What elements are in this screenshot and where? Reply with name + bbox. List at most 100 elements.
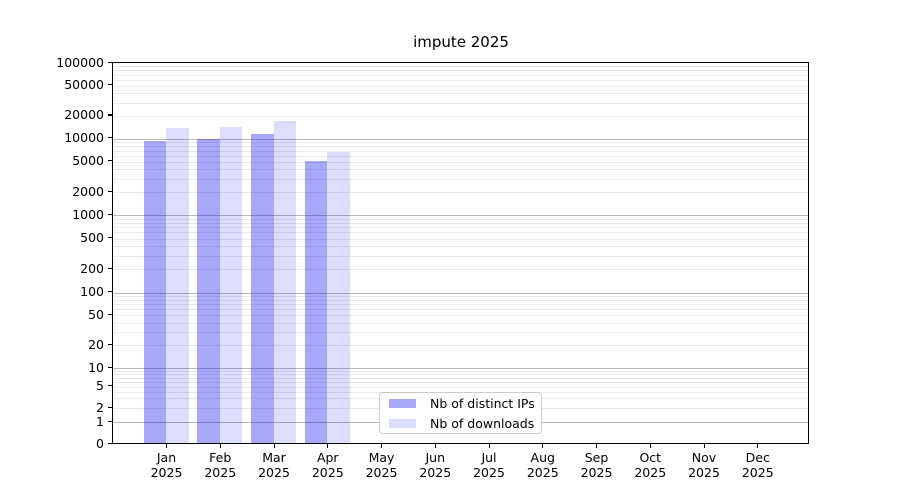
minor-gridline (113, 85, 808, 87)
x-tick-year: 2025 (365, 464, 398, 480)
x-tick-label: Jan 2025 (135, 450, 199, 480)
y-tick-mark (107, 137, 112, 139)
minor-gridline (113, 304, 808, 306)
legend-item-downloads: Nb of downloads (389, 415, 535, 431)
minor-gridline (113, 155, 808, 157)
minor-gridline (113, 218, 808, 220)
minor-gridline (113, 102, 808, 104)
minor-gridline (113, 93, 808, 95)
minor-gridline (113, 315, 808, 317)
bar-downloads-mar (273, 121, 296, 444)
legend-label-distinct-ips: Nb of distinct IPs (430, 395, 535, 411)
minor-gridline (113, 227, 808, 229)
x-tick-month: Nov (691, 449, 717, 465)
x-tick-mark (381, 443, 383, 448)
y-tick-label: 100000 (56, 54, 104, 70)
x-tick-month: Aug (530, 449, 555, 465)
minor-gridline (113, 169, 808, 171)
y-tick-mark (107, 213, 112, 215)
y-tick-label: 5000 (72, 153, 104, 169)
bar-distinct-ips-feb (197, 138, 220, 444)
x-tick-year: 2025 (526, 464, 559, 480)
minor-gridline (113, 299, 808, 301)
minor-gridline (113, 146, 808, 148)
x-tick-month: Oct (639, 449, 662, 465)
x-tick-month: Jan (156, 449, 177, 465)
x-tick-year: 2025 (634, 464, 667, 480)
x-tick-month: May (368, 449, 395, 465)
minor-gridline (113, 381, 808, 383)
legend-swatch-distinct-ips (389, 398, 416, 408)
x-tick-label: Sep 2025 (565, 450, 629, 480)
minor-gridline (113, 309, 808, 311)
bar-downloads-apr (327, 151, 350, 444)
x-tick-mark (219, 443, 221, 448)
x-tick-mark (166, 443, 168, 448)
x-tick-year: 2025 (580, 464, 613, 480)
y-tick-label: 1000 (72, 206, 104, 222)
y-tick-mark (107, 291, 112, 293)
y-tick-label: 0 (96, 436, 104, 451)
y-tick-mark (107, 420, 112, 422)
bar-distinct-ips-jan (143, 141, 166, 444)
y-tick-label: 1 (96, 413, 104, 429)
x-tick-label: Jul 2025 (457, 450, 521, 480)
bar-downloads-jan (166, 127, 189, 444)
minor-gridline (113, 192, 808, 194)
x-tick-year: 2025 (741, 464, 774, 480)
y-tick-label: 50 (88, 306, 104, 322)
x-tick-month: Dec (745, 449, 770, 465)
x-tick-label: Jun 2025 (403, 450, 467, 480)
chart-title: impute 2025 (413, 33, 509, 51)
y-tick-mark (107, 313, 112, 316)
x-tick-label: May 2025 (350, 450, 414, 480)
x-tick-year: 2025 (258, 464, 290, 480)
bar-distinct-ips-apr (304, 161, 328, 444)
minor-gridline (113, 150, 808, 152)
minor-gridline (113, 332, 808, 334)
minor-gridline (113, 246, 808, 248)
x-tick-label: Dec 2025 (726, 450, 790, 480)
minor-gridline (113, 70, 808, 72)
x-tick-year: 2025 (688, 464, 720, 480)
legend-swatch-downloads (389, 418, 416, 428)
major-gridline (113, 138, 808, 140)
major-gridline (113, 368, 808, 369)
x-tick-month: Mar (262, 449, 286, 465)
x-tick-label: Feb 2025 (188, 450, 252, 480)
y-tick-mark (107, 267, 112, 270)
x-tick-mark (273, 443, 275, 448)
minor-gridline (113, 386, 808, 388)
y-tick-label: 10 (88, 359, 104, 375)
y-tick-label: 2000 (72, 183, 104, 199)
minor-gridline (113, 255, 808, 257)
x-tick-label: Oct 2025 (618, 450, 682, 480)
minor-gridline (113, 115, 808, 117)
x-tick-mark (327, 443, 329, 448)
x-tick-year: 2025 (473, 464, 505, 480)
y-tick-mark (107, 366, 112, 368)
x-tick-year: 2025 (311, 464, 344, 480)
y-tick-mark (107, 84, 112, 86)
legend-label-downloads: Nb of downloads (430, 415, 535, 431)
y-tick-mark (107, 443, 112, 445)
minor-gridline (113, 232, 808, 234)
minor-gridline (113, 79, 808, 81)
minor-gridline (113, 142, 808, 144)
y-tick-mark (107, 237, 112, 239)
x-tick-month: Sep (584, 449, 609, 465)
bar-distinct-ips-mar (251, 134, 274, 444)
y-tick-label: 20000 (64, 107, 104, 123)
y-tick-mark (107, 61, 112, 63)
y-tick-mark (107, 343, 112, 346)
x-tick-month: Feb (209, 449, 232, 465)
legend: Nb of distinct IPs Nb of downloads (379, 392, 542, 434)
y-tick-mark (107, 160, 112, 162)
y-tick-label: 5 (96, 378, 104, 393)
major-gridline (113, 215, 808, 217)
x-tick-mark (488, 443, 490, 448)
major-gridline (113, 292, 808, 294)
minor-gridline (113, 161, 808, 163)
y-tick-label: 200 (80, 260, 104, 276)
